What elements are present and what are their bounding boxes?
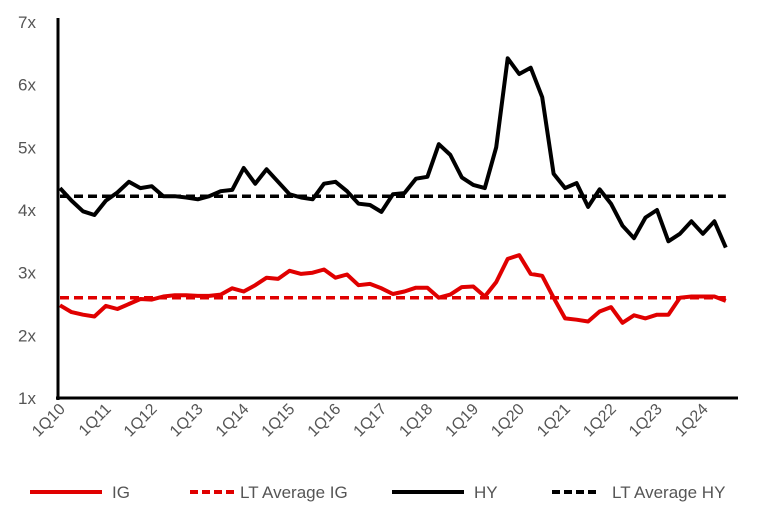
series-ig-line [58,253,727,325]
x-tick-label: 1Q13 [167,401,207,441]
x-tick-label: 1Q24 [672,401,712,441]
x-axis-ticks: 1Q10 1Q11 1Q12 1Q13 1Q14 1Q15 1Q16 1Q17 1Q18 1Q19… [29,401,712,441]
x-tick-label: 1Q17 [351,401,391,441]
x-tick-label: 1Q19 [442,401,482,441]
x-tick-label: 1Q14 [213,401,253,441]
x-tick-label: 1Q15 [259,401,299,441]
x-tick-label: 1Q11 [76,401,115,440]
y-tick-label: 7x [18,13,36,32]
y-tick-label: 5x [18,138,36,157]
y-tick-label: 3x [18,264,36,283]
legend: IG LT Average IG HY LT Average HY [30,483,725,502]
legend-label: IG [112,483,130,502]
x-tick-label: 1Q22 [580,401,620,441]
y-tick-label: 6x [18,76,36,95]
x-tick-label: 1Q20 [488,401,528,441]
y-tick-label: 1x [18,389,36,408]
legend-label: LT Average IG [240,483,348,502]
x-tick-label: 1Q21 [534,401,574,441]
legend-label: LT Average HY [612,483,725,502]
series-lines [58,56,728,325]
x-tick-label: 1Q16 [305,401,345,441]
legend-label: HY [474,483,498,502]
y-axis-ticks: 1x 2x 3x 4x 5x 6x 7x [18,13,36,408]
y-tick-label: 4x [18,201,36,220]
y-tick-label: 2x [18,326,36,345]
series-hy-line [58,56,728,249]
x-tick-label: 1Q12 [121,401,161,441]
x-tick-label: 1Q18 [396,401,436,441]
x-tick-label: 1Q23 [626,401,666,441]
